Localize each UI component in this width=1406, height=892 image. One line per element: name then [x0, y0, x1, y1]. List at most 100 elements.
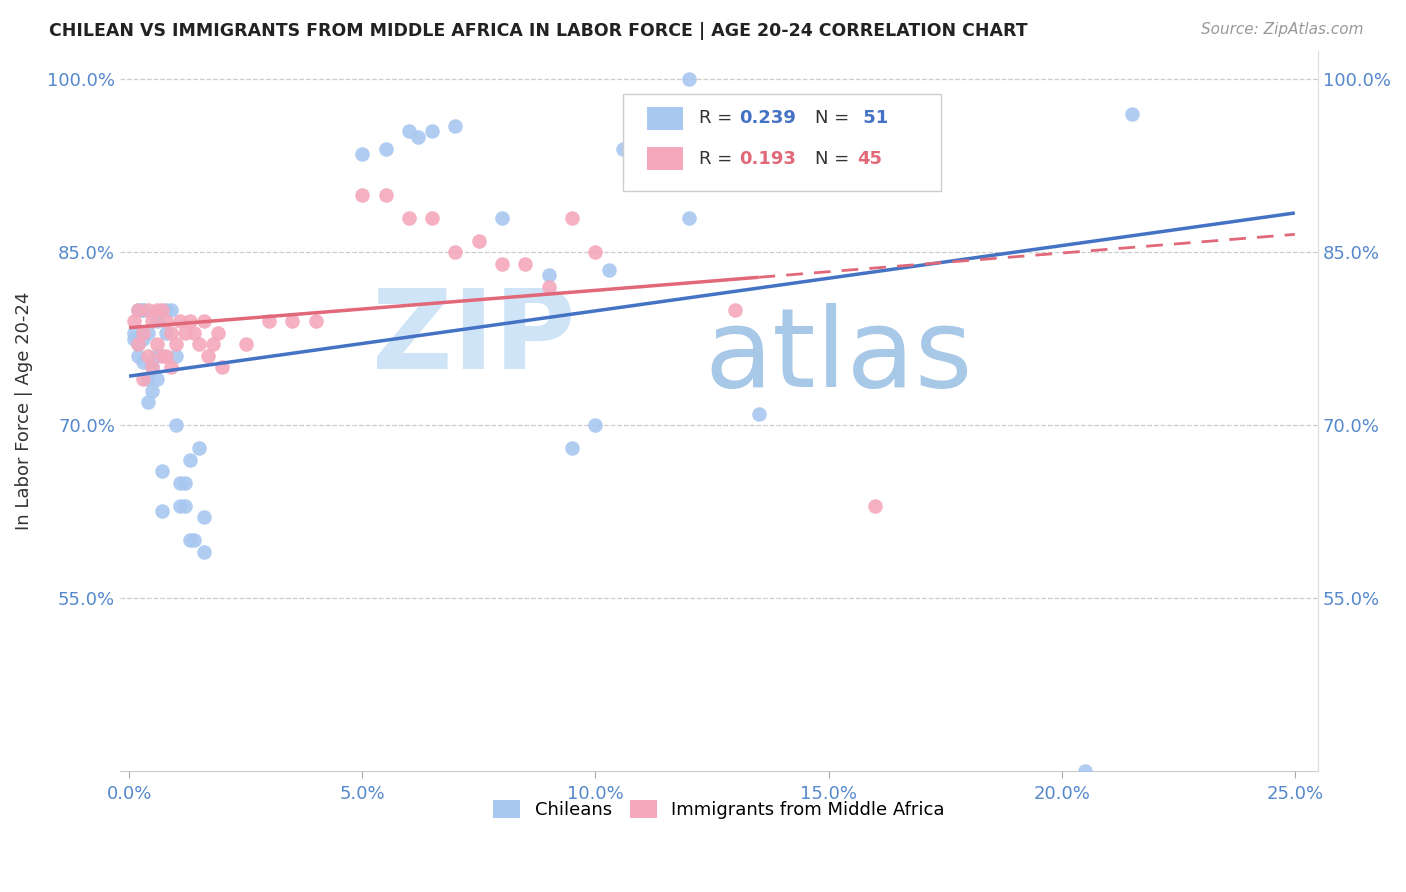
Point: [132, 302, 155, 317]
Point: [146, 349, 169, 363]
Point: [155, 314, 177, 328]
Point: [197, 349, 219, 363]
Point: [146, 302, 169, 317]
Point: [863, 499, 886, 513]
Point: [748, 407, 770, 421]
Point: [235, 337, 257, 351]
Point: [141, 360, 163, 375]
Point: [561, 441, 583, 455]
Point: [183, 326, 205, 340]
Point: [165, 349, 187, 363]
Y-axis label: In Labor Force | Age 20-24: In Labor Force | Age 20-24: [15, 292, 32, 530]
Point: [188, 441, 211, 455]
Point: [141, 384, 163, 398]
Point: [141, 360, 163, 375]
Point: [468, 234, 491, 248]
Point: [122, 332, 145, 346]
Point: [169, 499, 191, 513]
Text: 51: 51: [856, 110, 889, 128]
FancyBboxPatch shape: [623, 94, 941, 191]
Point: [678, 72, 700, 87]
FancyBboxPatch shape: [647, 107, 683, 130]
Point: [183, 533, 205, 548]
Point: [127, 349, 149, 363]
Point: [174, 499, 197, 513]
Point: [583, 245, 606, 260]
Point: [132, 302, 155, 317]
Point: [515, 257, 537, 271]
Point: [155, 326, 177, 340]
Legend: Chileans, Immigrants from Middle Africa: Chileans, Immigrants from Middle Africa: [486, 793, 952, 827]
Point: [146, 337, 169, 351]
Point: [174, 475, 197, 490]
Point: [127, 302, 149, 317]
Point: [150, 302, 173, 317]
Point: [174, 326, 197, 340]
Point: [491, 211, 513, 225]
Point: [136, 395, 159, 409]
Point: [160, 360, 183, 375]
Point: [420, 211, 443, 225]
Point: [583, 418, 606, 433]
Point: [1121, 107, 1143, 121]
Point: [352, 147, 374, 161]
Point: [491, 257, 513, 271]
Point: [207, 326, 229, 340]
FancyBboxPatch shape: [647, 147, 683, 170]
Point: [127, 302, 149, 317]
Point: [155, 349, 177, 363]
Point: [132, 332, 155, 346]
Point: [127, 337, 149, 351]
Point: [1074, 764, 1097, 778]
Point: [193, 510, 215, 524]
Point: [374, 187, 396, 202]
Point: [132, 355, 155, 369]
Point: [724, 302, 747, 317]
Text: CHILEAN VS IMMIGRANTS FROM MIDDLE AFRICA IN LABOR FORCE | AGE 20-24 CORRELATION : CHILEAN VS IMMIGRANTS FROM MIDDLE AFRICA…: [49, 22, 1028, 40]
Text: N =: N =: [815, 150, 855, 168]
Text: 45: 45: [856, 150, 882, 168]
Point: [136, 349, 159, 363]
Point: [150, 349, 173, 363]
Point: [122, 326, 145, 340]
Point: [598, 262, 620, 277]
Point: [202, 337, 225, 351]
Point: [132, 326, 155, 340]
Point: [420, 124, 443, 138]
Point: [179, 314, 201, 328]
Text: 0.239: 0.239: [740, 110, 796, 128]
Point: [537, 268, 560, 283]
Point: [444, 119, 467, 133]
Point: [122, 314, 145, 328]
Point: [281, 314, 304, 328]
Point: [150, 504, 173, 518]
Point: [398, 211, 420, 225]
Point: [612, 142, 634, 156]
Point: [132, 372, 155, 386]
Point: [136, 372, 159, 386]
Text: Source: ZipAtlas.com: Source: ZipAtlas.com: [1201, 22, 1364, 37]
Point: [304, 314, 326, 328]
Point: [141, 314, 163, 328]
Point: [406, 130, 429, 145]
Text: R =: R =: [699, 110, 738, 128]
Point: [193, 314, 215, 328]
Point: [678, 211, 700, 225]
Text: 0.193: 0.193: [740, 150, 796, 168]
Point: [127, 337, 149, 351]
Text: N =: N =: [815, 110, 855, 128]
Point: [169, 314, 191, 328]
Point: [136, 326, 159, 340]
Point: [374, 142, 396, 156]
Point: [193, 545, 215, 559]
Point: [179, 533, 201, 548]
Point: [211, 360, 233, 375]
Point: [165, 418, 187, 433]
Point: [352, 187, 374, 202]
Point: [150, 464, 173, 478]
Point: [179, 452, 201, 467]
Text: atlas: atlas: [704, 303, 973, 410]
Point: [155, 302, 177, 317]
Point: [165, 337, 187, 351]
Point: [136, 302, 159, 317]
